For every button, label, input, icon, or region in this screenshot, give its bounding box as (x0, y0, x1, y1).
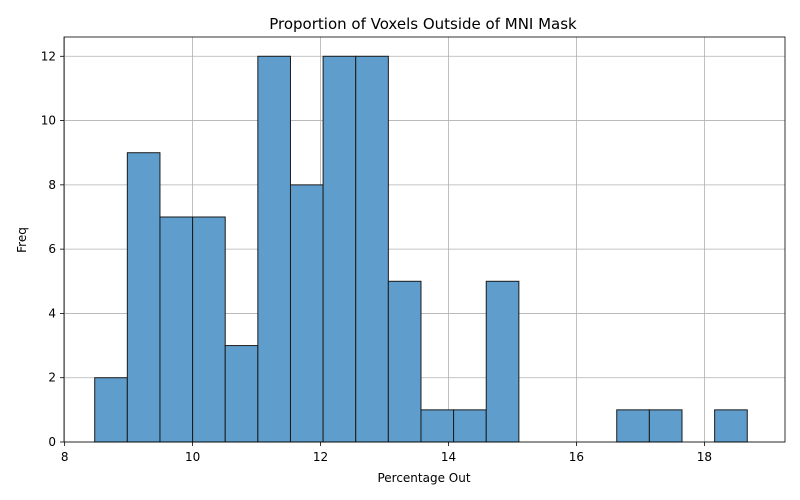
y-tick-label: 10 (41, 114, 56, 128)
histogram-bar-16 (616, 409, 650, 443)
histogram-bars (94, 55, 748, 443)
y-tick-label: 8 (48, 178, 56, 192)
x-tick-label: 16 (569, 450, 584, 464)
histogram-bar-4 (224, 345, 259, 443)
histogram-bar-7 (322, 55, 357, 443)
histogram-bar-6 (289, 184, 324, 443)
histogram-bar-17 (648, 409, 683, 443)
plot-frame (63, 36, 786, 443)
histogram-bar-2 (159, 216, 194, 443)
x-tick-label: 12 (313, 450, 328, 464)
x-tick-label: 18 (697, 450, 712, 464)
histogram-bar-0 (94, 377, 128, 443)
histogram-bar-19 (714, 409, 748, 443)
x-axis-label: Percentage Out (377, 471, 470, 485)
y-tick-label: 6 (48, 242, 56, 256)
x-axis: 8 10 12 14 16 18 (61, 442, 712, 464)
histogram-bar-12 (485, 280, 520, 443)
y-tick-label: 2 (48, 371, 56, 385)
x-tick-label: 14 (441, 450, 456, 464)
histogram-bar-1 (126, 152, 161, 443)
histogram-bar-11 (453, 409, 487, 443)
y-axis-label: Freq (15, 227, 29, 253)
x-tick-label: 8 (61, 450, 69, 464)
histogram-bar-3 (192, 216, 226, 443)
y-tick-label: 12 (41, 49, 56, 63)
histogram-bar-10 (420, 409, 455, 443)
x-tick-label: 10 (185, 450, 200, 464)
chart-title: Proportion of Voxels Outside of MNI Mask (269, 15, 577, 33)
y-tick-label: 0 (48, 435, 56, 449)
histogram-bar-8 (355, 55, 389, 443)
histogram-bar-9 (387, 280, 422, 443)
histogram-bar-5 (257, 55, 291, 443)
grid-lines (64, 37, 785, 443)
y-axis: 0 2 4 6 8 10 12 (41, 49, 64, 449)
y-tick-label: 4 (48, 306, 56, 320)
